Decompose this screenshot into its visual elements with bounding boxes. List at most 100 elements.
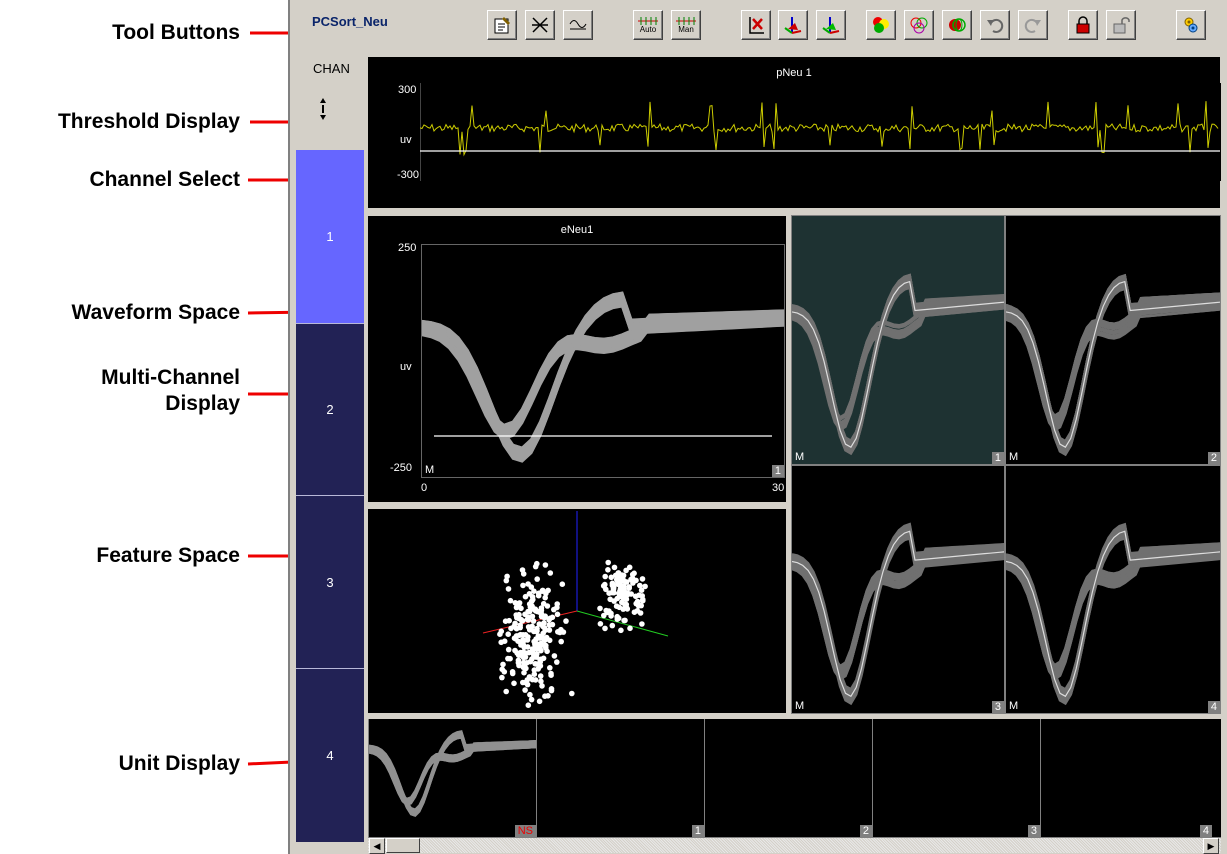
- unit-cell-ns[interactable]: NS: [368, 719, 536, 837]
- lock-icon: [1076, 16, 1090, 34]
- cell-number: 4: [1207, 701, 1220, 713]
- threshold-cross-button[interactable]: [525, 10, 555, 40]
- manual-sort-button[interactable]: Man: [671, 10, 701, 40]
- feature-space[interactable]: [368, 509, 786, 713]
- threshold-display[interactable]: pNeu 1 300 uv -300: [368, 57, 1221, 208]
- feature-point: [522, 593, 529, 600]
- multi-channel-cell-2[interactable]: M 2: [1005, 215, 1221, 465]
- unit-scrollbar[interactable]: [368, 837, 1221, 853]
- feature-point: [563, 618, 569, 624]
- scroll-thumb[interactable]: [386, 838, 420, 853]
- unit-cell-4[interactable]: 4: [1040, 719, 1212, 837]
- unit-label: NS: [514, 825, 536, 837]
- auto-sort-button[interactable]: Auto: [633, 10, 663, 40]
- redo-button[interactable]: [1018, 10, 1048, 40]
- feature-point: [504, 573, 510, 580]
- feature-point: [520, 649, 527, 655]
- feature-point: [525, 614, 531, 621]
- feature-point: [614, 581, 621, 587]
- unit-cell-2[interactable]: 2: [704, 719, 872, 837]
- undo-button[interactable]: [980, 10, 1010, 40]
- feature-point: [607, 596, 613, 603]
- feature-point: [499, 666, 505, 673]
- channel-tab-1[interactable]: 1: [296, 150, 364, 324]
- unit-cell-1[interactable]: 1: [536, 719, 704, 837]
- feature-point: [520, 679, 526, 686]
- rotate-axes-x-button[interactable]: [778, 10, 808, 40]
- scroll-left-button[interactable]: ◀: [369, 838, 385, 854]
- scroll-right-button[interactable]: ▶: [1203, 838, 1219, 854]
- cluster-outline-button[interactable]: [904, 10, 934, 40]
- unit-label: 4: [1199, 825, 1212, 837]
- feature-point: [554, 601, 560, 607]
- threshold-signal: [420, 101, 1219, 157]
- threshold-ymin: -300: [397, 169, 420, 181]
- feature-point: [538, 656, 544, 663]
- channel-tab-4[interactable]: 4: [296, 669, 364, 842]
- lock-button[interactable]: [1068, 10, 1098, 40]
- properties-button[interactable]: [487, 10, 517, 40]
- feature-point: [529, 594, 536, 600]
- unlock-button[interactable]: [1106, 10, 1136, 40]
- wave-cross-icon: [532, 17, 548, 33]
- multi-channel-cell-3[interactable]: M 3: [791, 465, 1005, 714]
- unit-waveform: [369, 730, 536, 817]
- multi-channel-waveform: [792, 522, 1004, 706]
- feature-point: [547, 570, 554, 576]
- feature-point: [503, 577, 510, 584]
- feature-point: [627, 625, 633, 632]
- feature-point: [639, 621, 645, 627]
- feature-point: [531, 671, 538, 677]
- feature-point: [518, 642, 524, 648]
- channel-spinner-icon[interactable]: [320, 98, 326, 120]
- feature-point: [532, 641, 538, 648]
- feature-point: [530, 618, 537, 624]
- channel-tab-2[interactable]: 2: [296, 324, 364, 496]
- settings-button[interactable]: [1176, 10, 1206, 40]
- feature-point: [554, 611, 561, 618]
- multi-channel-cell-1[interactable]: M 1: [791, 215, 1005, 465]
- feature-point: [506, 617, 512, 624]
- unit-cell-3[interactable]: 3: [872, 719, 1040, 837]
- feature-point: [542, 642, 548, 649]
- feature-point: [639, 576, 646, 582]
- feature-point: [532, 606, 539, 612]
- feature-point: [529, 613, 536, 620]
- feature-point: [623, 604, 630, 611]
- undo-icon: [987, 18, 1004, 33]
- feature-point: [551, 653, 558, 659]
- channel-tab-3[interactable]: 3: [296, 496, 364, 669]
- callout-multi-channel-line2: Display: [165, 392, 240, 415]
- threshold-wave-button[interactable]: [563, 10, 593, 40]
- feature-point: [603, 586, 609, 593]
- clear-axes-button[interactable]: [741, 10, 771, 40]
- threshold-trace: [420, 101, 1220, 157]
- waveform-mode: M: [425, 464, 435, 476]
- feature-point: [522, 687, 528, 693]
- cluster-globe-button[interactable]: [942, 10, 972, 40]
- feature-point: [524, 637, 531, 643]
- feature-point: [513, 604, 520, 611]
- feature-point: [537, 610, 544, 616]
- scroll-right-icon: ▶: [1207, 840, 1215, 851]
- waveform-space[interactable]: eNeu1 250 uv -250 0 30 M 1: [368, 216, 786, 502]
- feature-point: [549, 621, 556, 628]
- rotate-axes-y-button[interactable]: [816, 10, 846, 40]
- feature-point: [540, 600, 547, 607]
- cluster-color-button[interactable]: [866, 10, 896, 40]
- feature-point: [498, 628, 505, 635]
- cell-mode: M: [795, 451, 805, 463]
- unit-trace: [369, 741, 536, 802]
- feature-point: [637, 610, 644, 616]
- feature-point: [605, 559, 611, 566]
- auto-sort-label: Auto: [639, 25, 657, 34]
- waveform-trace: [422, 315, 784, 433]
- cell-number: 2: [1207, 452, 1220, 464]
- cell-number: 3: [991, 701, 1004, 713]
- multi-channel-cell-4[interactable]: M 4: [1005, 465, 1221, 714]
- channel-mean-trace: [792, 280, 1004, 449]
- channel-trace: [1006, 292, 1220, 418]
- waveform-unit: uv: [400, 361, 412, 373]
- feature-point: [536, 642, 543, 649]
- feature-point: [617, 593, 624, 599]
